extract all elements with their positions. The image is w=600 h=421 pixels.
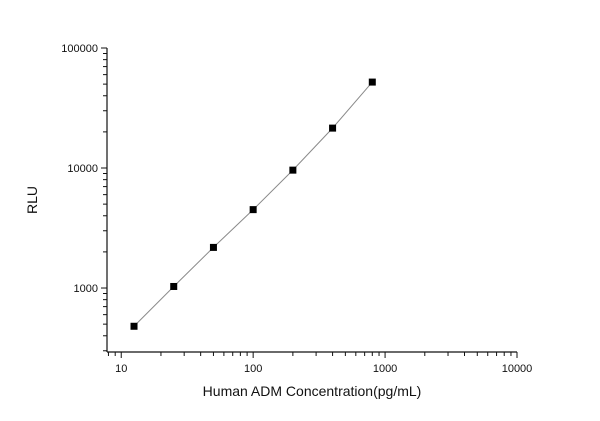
data-point-marker	[249, 206, 257, 214]
fit-curve	[133, 81, 373, 327]
x-tick-label: 1000	[373, 363, 397, 375]
data-point-marker	[209, 243, 217, 251]
x-tick-label: 10000	[502, 363, 533, 375]
data-point-marker	[368, 78, 376, 86]
axes: 1000 10000 100000 10 100 1000 10000	[61, 43, 532, 375]
x-tick-label: 10	[115, 363, 127, 375]
fit-line	[133, 81, 373, 327]
data-point-marker	[329, 124, 337, 132]
y-tick-label: 10000	[67, 163, 98, 175]
y-axis-title: RLU	[24, 186, 40, 214]
data-point-marker	[289, 166, 297, 174]
data-points	[130, 78, 376, 330]
x-axis-title: Human ADM Concentration(pg/mL)	[203, 383, 422, 399]
x-tick-label: 100	[244, 363, 262, 375]
y-tick-label: 100000	[61, 43, 98, 55]
data-point-marker	[170, 282, 178, 290]
data-point-marker	[130, 322, 138, 330]
y-tick-label: 1000	[74, 283, 98, 295]
